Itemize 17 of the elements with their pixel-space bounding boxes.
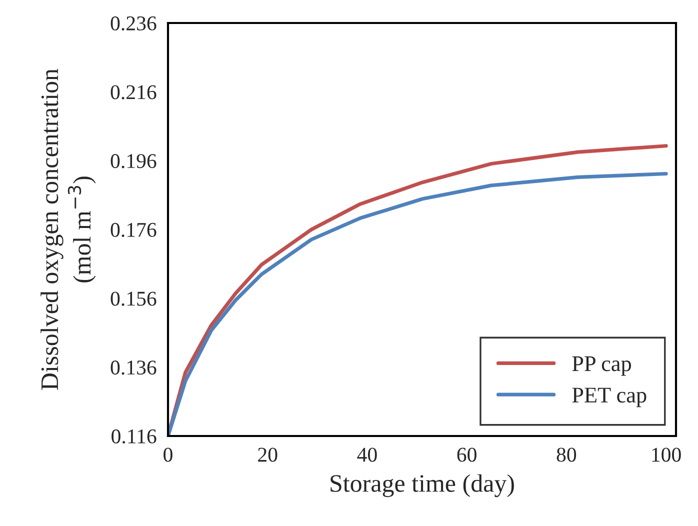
- x-tick-label: 80: [556, 448, 576, 462]
- x-axis-title: Storage time (day): [330, 474, 514, 498]
- y-tick-label: 0.216: [110, 85, 156, 100]
- legend-label: PET cap: [572, 388, 646, 408]
- y-tick-label: 0.236: [110, 16, 156, 31]
- y-tick-label: 0.176: [110, 222, 156, 238]
- y-tick-label: 0.116: [112, 429, 156, 444]
- x-tick-label: 40: [357, 448, 377, 462]
- x-tick-label: 20: [258, 448, 278, 462]
- x-tick-label: 100: [652, 448, 681, 462]
- y-axis-title: Dissolved oxygen concentration (mol m$^{−3}$): [40, 68, 96, 390]
- y-tick-label: 0.136: [110, 360, 156, 375]
- x-tick-label: 60: [457, 448, 476, 462]
- legend-label: PP cap: [572, 356, 632, 376]
- x-tick-label: 0: [164, 448, 172, 462]
- y-tick-label: 0.156: [110, 292, 156, 306]
- y-tick-label: 0.196: [110, 154, 156, 168]
